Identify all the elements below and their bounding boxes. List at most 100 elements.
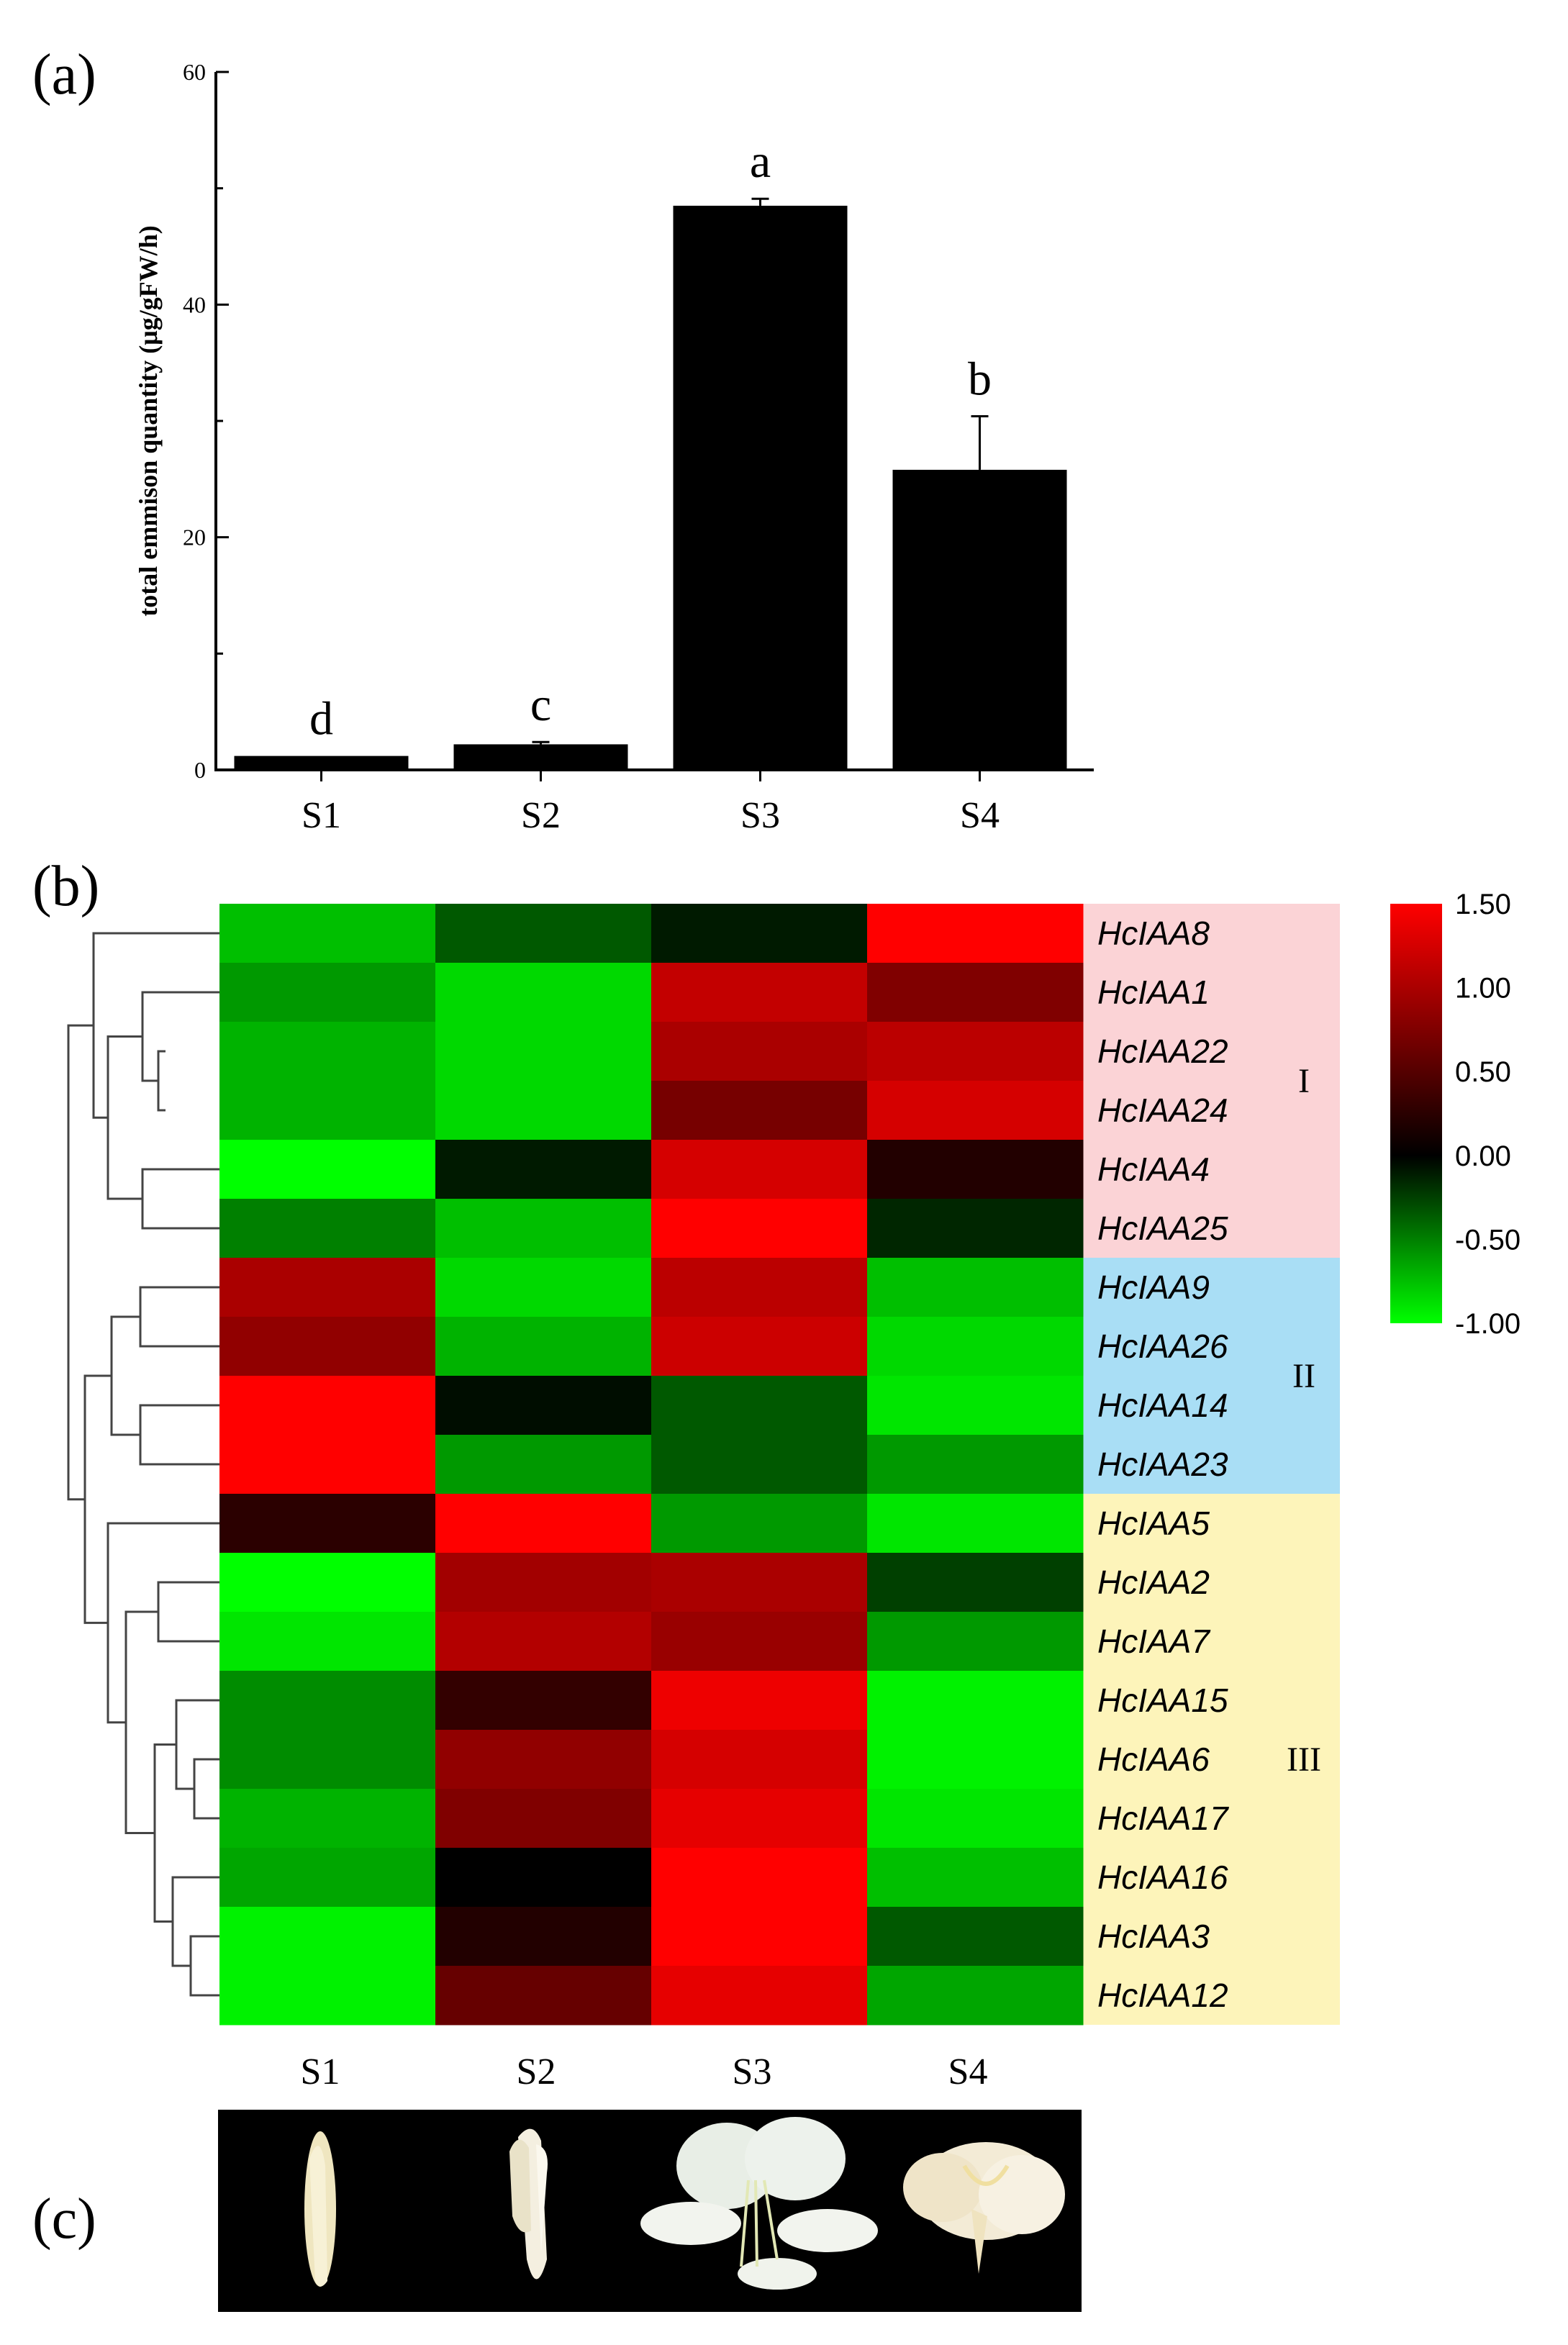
y-axis-label: total emmison quantity (μg/gFW/h)	[134, 225, 163, 616]
heatmap-cell	[867, 1435, 1084, 1494]
heatmap-cell	[219, 1317, 436, 1376]
heatmap-cell	[435, 1848, 652, 1908]
heatmap-cell	[867, 904, 1084, 963]
heatmap-cell	[867, 1848, 1084, 1908]
heatmap-cell	[651, 1730, 868, 1790]
heatmap-cell	[651, 1199, 868, 1258]
group-band-ii	[1083, 1258, 1340, 1494]
group-label: I	[1298, 1062, 1310, 1100]
heatmap-cell	[651, 1376, 868, 1435]
heatmap-cell	[867, 1907, 1084, 1967]
heatmap-cell	[435, 1553, 652, 1613]
significance-letter: b	[968, 353, 992, 406]
y-tick-label: 0	[194, 757, 206, 783]
heatmap-cell	[219, 1081, 436, 1140]
x-tick-label: S2	[521, 795, 561, 836]
group-band-i	[1083, 904, 1340, 1258]
heatmap-cell	[219, 1494, 436, 1553]
heatmap-cell	[651, 1022, 868, 1081]
heatmap-cell	[651, 1435, 868, 1494]
heatmap-cell	[435, 1907, 652, 1967]
x-tick-label: S1	[302, 795, 341, 836]
heatmap-cell	[435, 1140, 652, 1199]
heatmap-cell	[219, 1435, 436, 1494]
row-label: HcIAA7	[1097, 1623, 1210, 1660]
heatmap-cell	[651, 1317, 868, 1376]
row-label: HcIAA12	[1097, 1977, 1228, 2014]
row-label: HcIAA6	[1097, 1741, 1210, 1778]
heatmap-cell	[867, 1494, 1084, 1553]
heatmap-cell	[435, 1966, 652, 2026]
dendrogram-link	[175, 1699, 219, 1790]
heatmap-cell	[435, 1730, 652, 1790]
dendrogram-link	[157, 1050, 166, 1112]
row-label: HcIAA14	[1097, 1387, 1228, 1424]
dendrogram-link	[107, 1522, 219, 1724]
heatmap-cell	[435, 1199, 652, 1258]
heatmap-cell	[219, 1730, 436, 1790]
heatmap-cell	[651, 1789, 868, 1849]
heatmap-cell	[651, 1907, 868, 1967]
heatmap-cell	[867, 1789, 1084, 1849]
heatmap-cell	[435, 1612, 652, 1672]
heatmap-cell	[435, 1435, 652, 1494]
heatmap-cell	[651, 963, 868, 1022]
heatmap-cell	[219, 1907, 436, 1967]
heatmap-cell	[435, 1022, 652, 1081]
heatmap-cell	[867, 963, 1084, 1022]
column-label: S2	[517, 2051, 556, 2092]
heatmap-cell	[435, 1081, 652, 1140]
heatmap-cell	[651, 1494, 868, 1553]
row-label: HcIAA17	[1097, 1800, 1229, 1837]
group-band-iii	[1083, 1494, 1340, 2025]
dendrogram-link	[171, 1876, 219, 1967]
row-label: HcIAA2	[1097, 1564, 1210, 1601]
panel-label-b: (b)	[32, 855, 99, 918]
heatmap-cell	[867, 1671, 1084, 1731]
heatmap-cell	[867, 1376, 1084, 1435]
row-label: HcIAA16	[1097, 1859, 1228, 1896]
bar-s3	[673, 205, 848, 771]
heatmap-cell	[219, 1376, 436, 1435]
y-tick-label: 60	[183, 59, 206, 85]
heatmap-cell	[219, 1140, 436, 1199]
heatmap-cell	[435, 904, 652, 963]
dendrogram-link	[193, 1758, 219, 1820]
colorbar-gradient	[1390, 904, 1442, 1323]
row-label: HcIAA1	[1097, 974, 1210, 1011]
heatmap-cell	[435, 1671, 652, 1731]
heatmap-cell	[867, 1199, 1084, 1258]
heatmap-cell	[219, 1966, 436, 2026]
colorbar: 1.50 1.00 0.50 0.00 -0.50 -1.00	[1390, 889, 1521, 1340]
dendrogram-link	[189, 1935, 219, 1997]
colorbar-tick-label: -1.00	[1455, 1308, 1521, 1340]
row-label: HcIAA4	[1097, 1151, 1210, 1188]
heatmap-cell	[219, 1789, 436, 1849]
significance-letter: c	[530, 679, 551, 731]
row-label: HcIAA8	[1097, 915, 1210, 952]
dendrogram-link	[92, 932, 219, 1119]
panel-label-a: (a)	[32, 43, 96, 106]
heatmap-cell	[651, 1258, 868, 1317]
heatmap-cell	[867, 1317, 1084, 1376]
y-tick-label: 40	[183, 291, 206, 317]
heatmap-cell	[651, 1612, 868, 1672]
heatmap-cell	[651, 1671, 868, 1731]
bar-chart: total emmison quantity (μg/gFW/h) 0 20 40 6…	[134, 59, 1094, 836]
heatmap-cell	[219, 1199, 436, 1258]
significance-letter: a	[750, 135, 771, 188]
heatmap-cell	[651, 1848, 868, 1908]
dendrogram	[67, 932, 219, 1997]
row-label: HcIAA23	[1097, 1446, 1228, 1483]
heatmap-cell	[219, 1258, 436, 1317]
row-label: HcIAA9	[1097, 1269, 1210, 1306]
dendrogram-link	[157, 1581, 219, 1643]
heatmap-cell	[219, 1553, 436, 1613]
colorbar-tick-label: 0.00	[1455, 1140, 1511, 1172]
dendrogram-link	[124, 1610, 158, 1834]
heatmap-cell	[219, 1612, 436, 1672]
colorbar-tick-label: 0.50	[1455, 1056, 1511, 1088]
heatmap-cell	[219, 1671, 436, 1731]
heatmap-cell	[867, 1140, 1084, 1199]
